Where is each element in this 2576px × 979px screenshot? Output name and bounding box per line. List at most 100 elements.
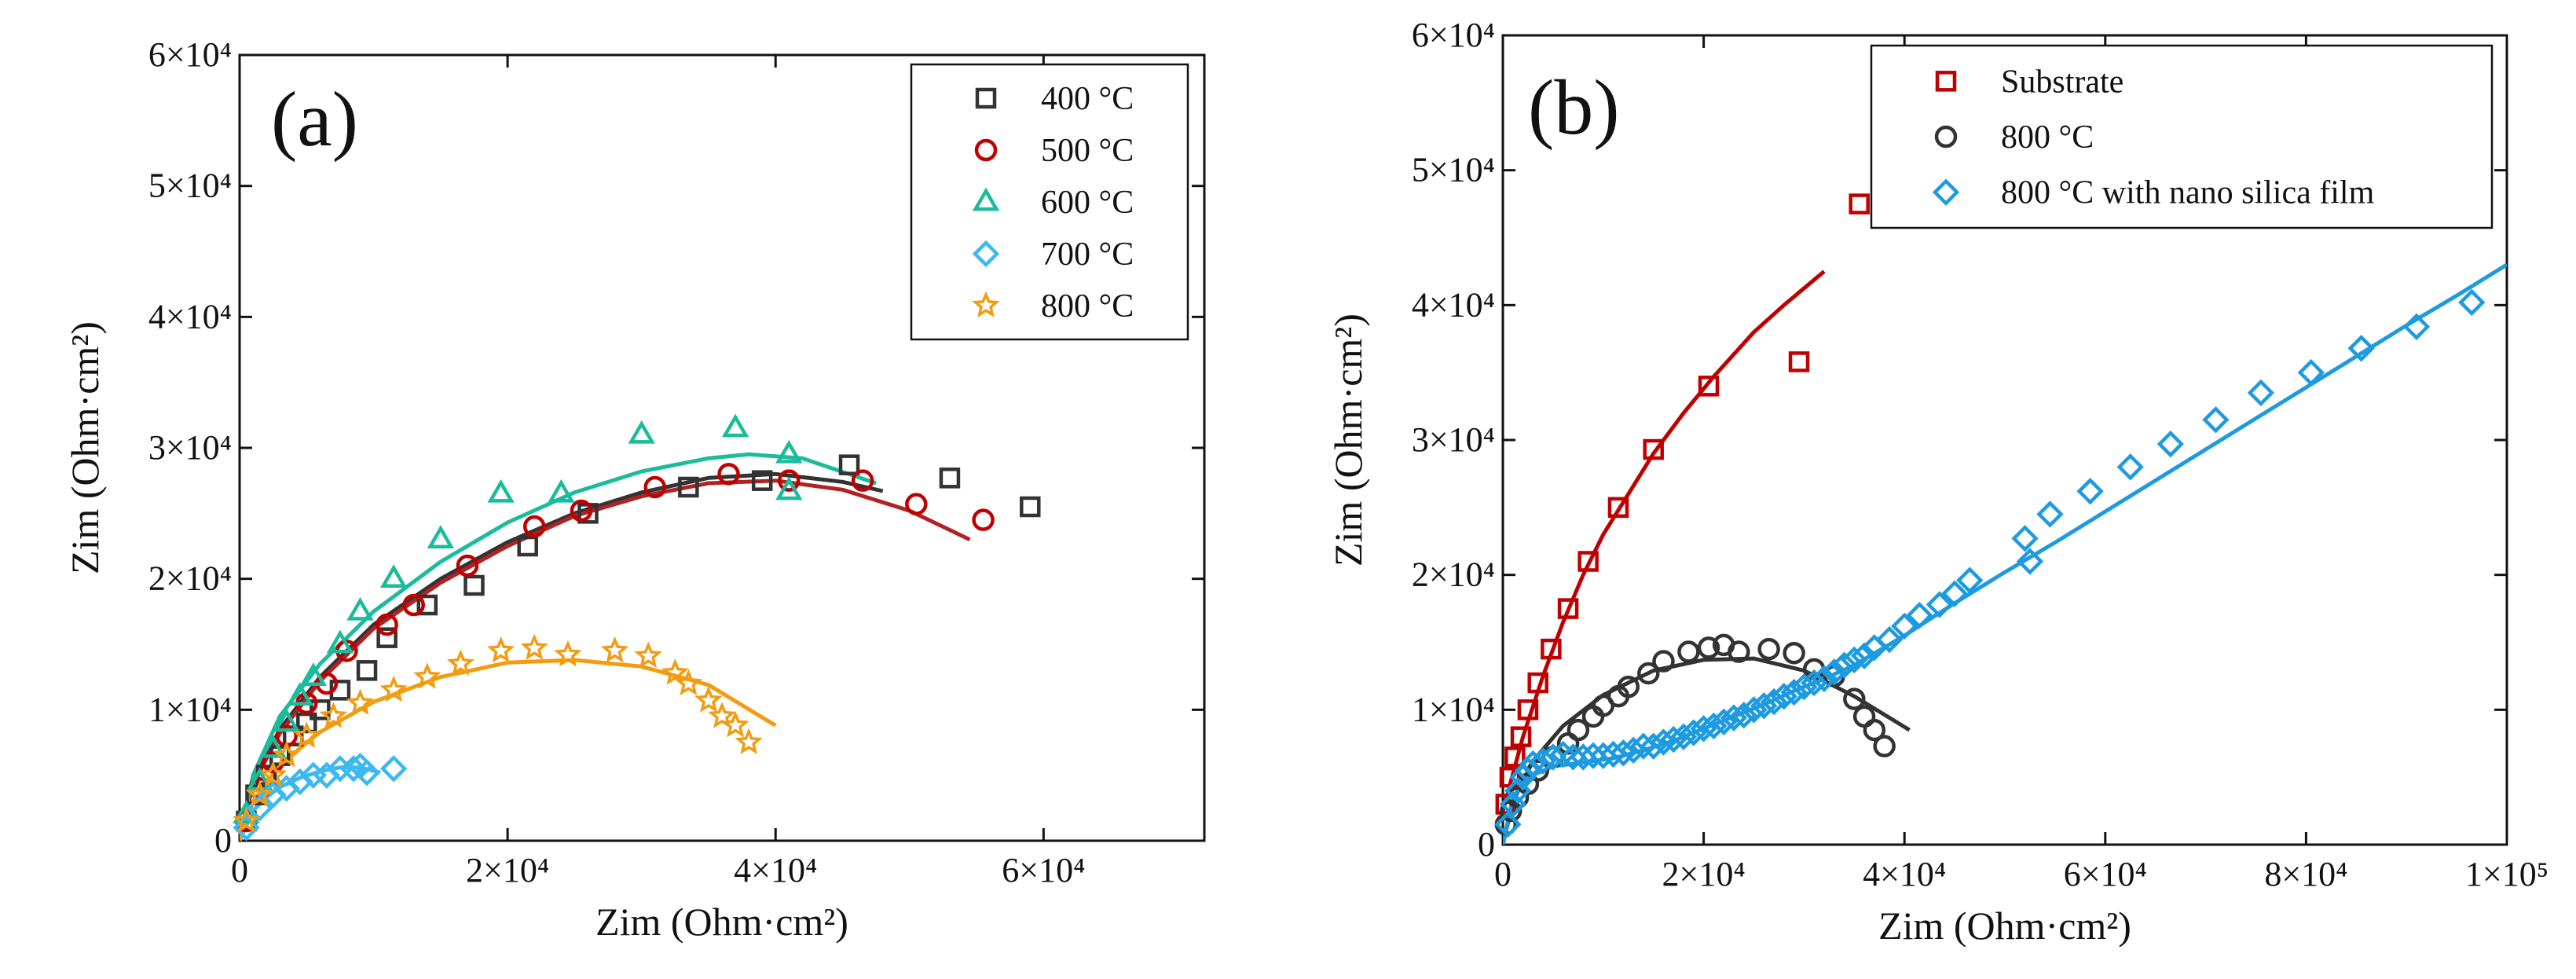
data-point-2 <box>2011 525 2039 552</box>
x-axis-label: Zim (Ohm·cm²) <box>595 900 848 944</box>
data-point-2 <box>1589 742 1617 769</box>
data-point-4 <box>446 649 475 676</box>
data-point-0 <box>838 454 860 475</box>
data-point-0 <box>1527 672 1548 694</box>
x-tick-label: 6×10⁴ <box>2064 855 2147 893</box>
data-point-1 <box>1873 735 1896 757</box>
data-point-0 <box>1788 351 1810 372</box>
data-point-2 <box>346 596 374 621</box>
data-point-2 <box>1810 665 1838 693</box>
data-point-4 <box>634 641 662 668</box>
legend-marker-0 <box>1935 71 1957 92</box>
x-tick-label: 1×10⁵ <box>2465 855 2549 893</box>
fit-line-4 <box>240 658 777 841</box>
data-point-2 <box>2016 548 2044 575</box>
data-point-2 <box>1579 742 1607 769</box>
data-point-3 <box>353 759 381 786</box>
data-point-2 <box>2076 478 2104 505</box>
data-point-2 <box>1650 728 1677 756</box>
y-tick-label: 3×10⁴ <box>148 428 232 467</box>
y-tick-label: 4×10⁴ <box>1412 285 1495 324</box>
data-point-1 <box>717 463 740 486</box>
legend-label-3: 700 °C <box>1041 236 1134 273</box>
data-point-2 <box>1790 673 1818 701</box>
data-point-3 <box>339 755 368 783</box>
legend-marker-3 <box>972 240 1000 268</box>
legend-box <box>1870 44 2494 229</box>
data-point-2 <box>1660 725 1687 754</box>
data-point-1 <box>1863 718 1886 742</box>
data-point-2 <box>1800 669 1828 697</box>
data-point-1 <box>1697 636 1720 659</box>
data-point-2 <box>1750 692 1778 720</box>
data-point-2 <box>1610 739 1637 767</box>
data-point-2 <box>1956 566 1984 594</box>
data-point-2 <box>286 682 313 706</box>
x-tick-label: 4×10⁴ <box>734 851 817 889</box>
legend-label-2: 800 °C with nano silica film <box>2001 175 2375 211</box>
data-point-0 <box>1643 438 1664 460</box>
data-point-4 <box>379 675 408 702</box>
data-point-2 <box>1841 646 1868 673</box>
data-point-2 <box>775 439 803 464</box>
panel-b: 0 2×10⁴ 4×10⁴ 6×10⁴ 8×10⁴ 1×10⁵ 0 1×10⁴ 2×10⁴ 3×1… <box>1326 16 2549 948</box>
legend-label-2: 600 °C <box>1041 185 1134 221</box>
data-point-4 <box>520 633 548 660</box>
data-point-2 <box>1820 658 1848 686</box>
data-point-2 <box>2402 313 2431 340</box>
data-point-2 <box>1640 732 1667 760</box>
data-point-2 <box>2202 406 2230 434</box>
data-point-2 <box>628 420 655 444</box>
data-point-2 <box>2347 335 2375 362</box>
data-point-4 <box>258 761 288 787</box>
data-point-4 <box>245 780 274 807</box>
data-point-4 <box>487 636 515 663</box>
x-tick-label: 6×10⁴ <box>1002 851 1085 889</box>
data-point-1 <box>402 593 425 617</box>
data-point-2 <box>246 767 273 791</box>
x-tick-label: 2×10⁴ <box>1662 855 1746 893</box>
data-point-1 <box>851 469 874 492</box>
data-point-0 <box>1849 193 1870 214</box>
data-point-0 <box>939 468 961 489</box>
data-point-4 <box>273 741 301 768</box>
data-point-4 <box>232 806 261 833</box>
legend-marker-1 <box>974 138 998 162</box>
data-point-1 <box>1617 675 1640 698</box>
data-point-2 <box>1940 580 1969 607</box>
data-point-4 <box>292 721 321 748</box>
legend-marker-2 <box>1932 178 1960 206</box>
data-point-0 <box>1698 376 1720 397</box>
data-point-0 <box>464 574 485 596</box>
data-point-0 <box>376 627 398 648</box>
data-point-0 <box>1607 497 1629 519</box>
data-point-2 <box>326 629 354 654</box>
legend-box <box>910 63 1189 341</box>
legend-label-1: 500 °C <box>1041 133 1134 169</box>
y-tick-label: 0 <box>1478 825 1495 864</box>
y-tick-label: 1×10⁴ <box>148 690 232 728</box>
data-point-2 <box>1514 757 1542 784</box>
data-point-2 <box>299 662 327 687</box>
legend-label-1: 800 °C <box>2001 119 2094 156</box>
data-point-2 <box>721 413 749 438</box>
data-point-1 <box>778 469 801 492</box>
data-point-0 <box>1577 551 1599 572</box>
data-point-2 <box>1680 719 1708 746</box>
data-point-0 <box>678 476 699 498</box>
data-point-1 <box>1728 640 1750 663</box>
data-point-2 <box>1570 743 1597 771</box>
data-point-2 <box>427 525 455 549</box>
y-axis-label: Zim (Ohm·cm²) <box>63 321 107 574</box>
data-point-1 <box>643 475 666 499</box>
data-point-0 <box>1557 598 1579 619</box>
legend-label-0: Substrate <box>2001 64 2123 100</box>
data-point-0 <box>1541 638 1562 660</box>
x-axis-label: Zim (Ohm·cm²) <box>1878 904 2131 948</box>
data-point-4 <box>661 658 689 685</box>
data-point-2 <box>1529 747 1557 775</box>
fit-line-2 <box>240 452 877 841</box>
legend-marker-0 <box>975 87 997 109</box>
data-point-0 <box>1020 496 1041 518</box>
data-point-2 <box>2156 430 2185 458</box>
